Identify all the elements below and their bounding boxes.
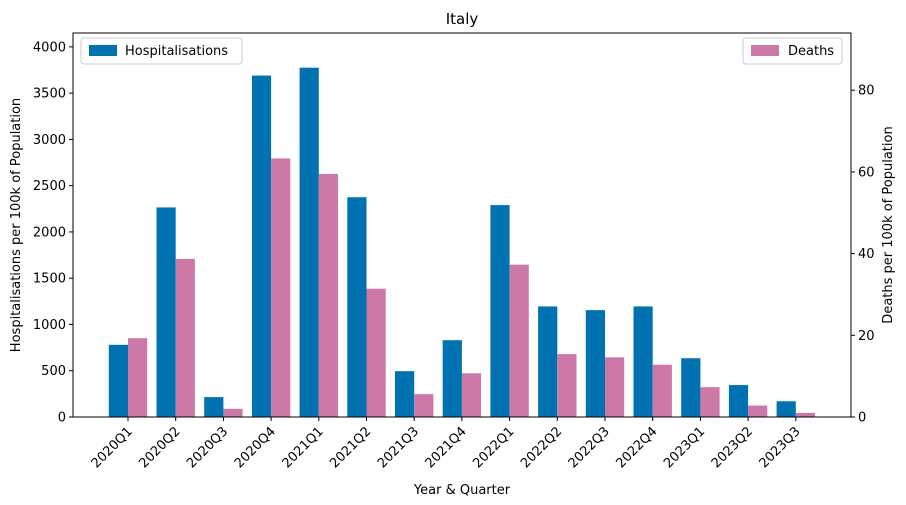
left-axis-label: Hospitalisations per 100k of Population	[9, 98, 24, 352]
left-tick-label: 2000	[33, 225, 66, 240]
legend-swatch	[89, 45, 117, 56]
bar-hospitalisations-2021Q3	[395, 371, 415, 417]
bar-hospitalisations-2020Q3	[204, 397, 224, 417]
bar-deaths-2022Q1	[509, 264, 529, 417]
bar-deaths-2020Q1	[128, 338, 148, 417]
legend-swatch	[751, 45, 779, 56]
left-tick-label: 4000	[33, 40, 66, 55]
left-tick-label: 0	[58, 411, 66, 426]
bar-hospitalisations-2020Q4	[251, 75, 272, 418]
right-tick-label: 80	[858, 84, 875, 99]
legend-label: Hospitalisations	[125, 44, 228, 59]
bar-deaths-2021Q3	[414, 394, 434, 417]
x-axis-label: Year & Quarter	[413, 483, 511, 498]
bar-hospitalisations-2023Q3	[776, 401, 796, 417]
bar-deaths-2022Q3	[605, 357, 625, 417]
bar-deaths-2022Q4	[652, 364, 672, 417]
right-tick-label: 0	[858, 411, 866, 426]
legend-frame	[80, 37, 243, 65]
left-tick-label: 2500	[33, 179, 66, 194]
bar-hospitalisations-2023Q1	[681, 358, 701, 417]
bar-deaths-2020Q4	[271, 158, 291, 417]
right-tick-label: 60	[858, 165, 875, 180]
legend-deaths: Deaths	[742, 37, 843, 65]
bar-deaths-2021Q4	[461, 373, 482, 417]
bar-deaths-2023Q3	[795, 412, 815, 417]
bar-hospitalisations-2022Q3	[585, 310, 605, 417]
right-axis-ticks: 0 20 40 60 80	[851, 84, 875, 426]
bar-hospitalisations-2020Q1	[108, 344, 128, 417]
bar-hospitalisations-2022Q4	[633, 306, 653, 417]
right-axis-label: Deaths per 100k of Population	[881, 126, 896, 323]
left-tick-label: 500	[41, 364, 66, 379]
bar-hospitalisations-2021Q4	[442, 340, 462, 417]
hospitalisations-bars	[108, 67, 796, 418]
right-tick-label: 20	[858, 329, 875, 344]
bar-deaths-2020Q3	[223, 408, 243, 417]
deaths-bars	[128, 158, 815, 417]
legend-label: Deaths	[788, 44, 834, 59]
left-tick-label: 1500	[33, 272, 66, 287]
left-tick-label: 3000	[33, 133, 66, 148]
bar-hospitalisations-2022Q1	[490, 205, 510, 417]
bar-hospitalisations-2022Q2	[538, 306, 558, 417]
bar-deaths-2021Q1	[318, 173, 338, 417]
chart-title: Italy	[446, 10, 479, 28]
left-tick-label: 3500	[33, 87, 66, 102]
legend-hospitalisations: Hospitalisations	[80, 37, 243, 65]
bar-deaths-2023Q2	[748, 405, 768, 417]
bar-deaths-2020Q2	[175, 258, 195, 417]
bar-deaths-2021Q2	[366, 288, 386, 417]
bar-hospitalisations-2020Q2	[156, 207, 176, 417]
bar-deaths-2023Q1	[700, 387, 720, 417]
bar-hospitalisations-2023Q2	[728, 385, 749, 417]
legend-frame	[742, 37, 843, 65]
bar-hospitalisations-2021Q2	[347, 197, 367, 417]
right-tick-label: 40	[858, 247, 875, 262]
left-tick-label: 1000	[33, 318, 66, 333]
bar-deaths-2022Q2	[557, 354, 577, 417]
bar-hospitalisations-2021Q1	[299, 67, 319, 417]
left-axis-ticks: 0 500 1000 1500 2000 2500 3000 3500 4000	[33, 40, 73, 426]
